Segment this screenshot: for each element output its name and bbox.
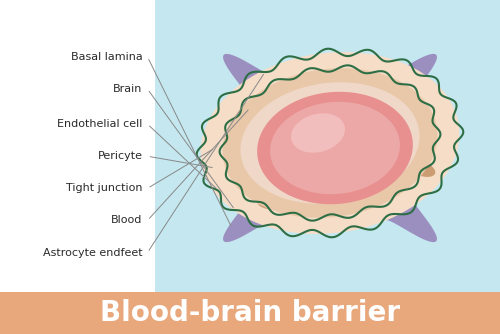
Bar <box>0 292 500 334</box>
Polygon shape <box>270 102 400 194</box>
Polygon shape <box>222 68 438 218</box>
Polygon shape <box>240 82 420 204</box>
Text: Tight junction: Tight junction <box>66 183 142 193</box>
Text: Astrocyte endfeet: Astrocyte endfeet <box>43 247 142 258</box>
Text: Blood-brain barrier: Blood-brain barrier <box>100 299 400 327</box>
Polygon shape <box>223 54 437 242</box>
Ellipse shape <box>404 159 436 177</box>
Ellipse shape <box>235 108 269 132</box>
Text: Blood: Blood <box>111 215 142 225</box>
Text: Basal lamina: Basal lamina <box>71 52 142 62</box>
Text: Endothelial cell: Endothelial cell <box>57 119 142 129</box>
Text: Pericyte: Pericyte <box>98 151 142 161</box>
Polygon shape <box>200 52 460 234</box>
Ellipse shape <box>257 197 279 209</box>
Ellipse shape <box>291 113 345 153</box>
Bar <box>155 0 500 292</box>
Text: Brain: Brain <box>113 84 142 94</box>
Polygon shape <box>257 92 413 204</box>
